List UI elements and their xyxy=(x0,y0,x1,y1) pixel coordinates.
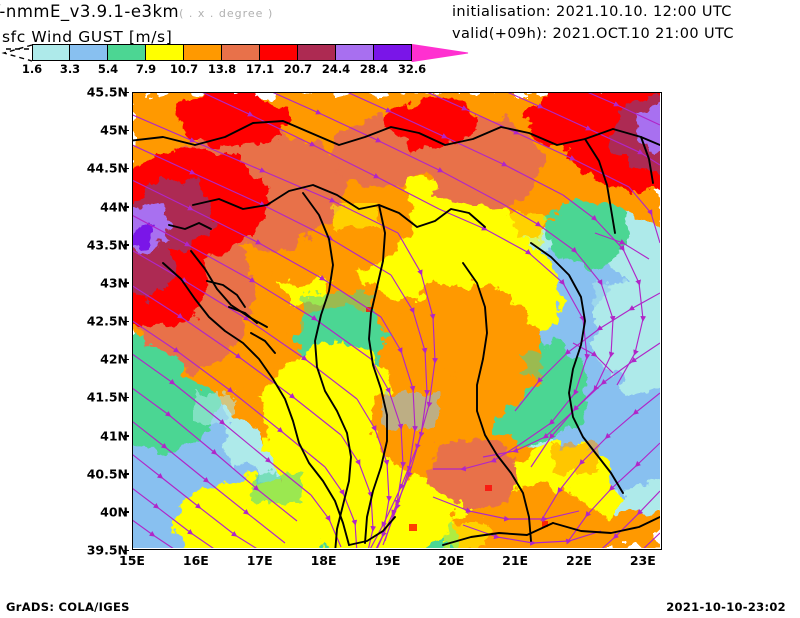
colorbar-over-arrow-icon xyxy=(411,43,469,63)
x-tick-16E: 16E xyxy=(182,553,209,568)
colorbar-tick-28.4: 28.4 xyxy=(359,62,389,76)
y-tick-42.5N: 42.5N xyxy=(86,313,128,329)
gust-field-svg xyxy=(133,93,660,548)
x-tick-17E: 17E xyxy=(246,553,273,568)
colorbar-block-9 xyxy=(374,44,412,61)
y-tick-44.5N: 44.5N xyxy=(86,160,128,176)
y-tick-45.5N: 45.5N xyxy=(86,84,128,100)
colorbar-block-6 xyxy=(260,44,298,61)
y-tickmark xyxy=(124,206,129,208)
x-tick-20E: 20E xyxy=(438,553,465,568)
colorbar-block-7 xyxy=(298,44,336,61)
x-tick-19E: 19E xyxy=(374,553,401,568)
colorbar-block-0 xyxy=(32,44,70,61)
y-tickmark xyxy=(124,282,129,284)
y-tickmark xyxy=(124,396,129,399)
x-tick-15E: 15E xyxy=(119,553,145,568)
y-tick-41N: 41N xyxy=(100,428,128,443)
y-tick-40.5N: 40.5N xyxy=(86,466,128,482)
valid-time: valid(+09h): 2021.OCT.10 21:00 UTC xyxy=(452,26,734,42)
footer-timestamp: 2021-10-10-23:02 xyxy=(666,600,786,614)
weather-map-plot[interactable] xyxy=(132,92,662,550)
y-tickmark xyxy=(124,549,129,551)
variable-title: sfc Wind GUST [m/s] xyxy=(2,28,173,46)
y-tickmark xyxy=(124,435,129,437)
model-title-text: f-nmmE_v3.9.1-e3km xyxy=(0,2,180,21)
y-tickmark xyxy=(124,320,129,322)
colorbar-tick-13.8: 13.8 xyxy=(207,62,237,76)
colorbar-under-triangle-icon xyxy=(1,44,33,62)
x-tick-18E: 18E xyxy=(310,553,337,568)
y-tick-40N: 40N xyxy=(100,504,128,520)
colorbar-tick-17.1: 17.1 xyxy=(245,62,275,76)
colorbar-block-1 xyxy=(70,44,108,61)
colorbar-tick-24.4: 24.4 xyxy=(321,62,351,76)
y-tickmark xyxy=(124,244,129,246)
y-tickmark xyxy=(124,473,129,475)
y-tick-39.5N: 39.5N xyxy=(86,542,128,558)
colorbar-tick-5.4: 5.4 xyxy=(97,62,119,76)
x-tick-21E: 21E xyxy=(502,553,529,568)
y-tickmark xyxy=(124,511,129,513)
footer-attribution: GrADS: COLA/IGES xyxy=(6,600,130,614)
y-tickmark xyxy=(124,91,129,93)
colorbar-legend: 1.6 3.3 5.4 7.9 10.7 13.8 17.1 20.7 24.4 28.4 32.6 xyxy=(0,42,470,76)
y-axis-labels: 45.5N 45N 44.5N 44N 43.5N 43N 42.5N 42N 41.5N 41N… xyxy=(60,85,129,558)
y-tick-44N: 44N xyxy=(100,199,128,214)
colorbar-tick-1.6: 1.6 xyxy=(21,62,43,76)
colorbar-frame xyxy=(32,44,412,61)
colorbar-block-8 xyxy=(336,44,374,61)
colorbar-tick-7.9: 7.9 xyxy=(135,62,157,76)
colorbar-block-5 xyxy=(222,44,260,61)
y-tickmark xyxy=(124,358,129,361)
colorbar-block-4 xyxy=(184,44,222,61)
model-title-units: ( . x . degree ) xyxy=(179,7,274,20)
colorbar-tick-20.7: 20.7 xyxy=(283,62,313,76)
y-tick-43N: 43N xyxy=(100,275,128,291)
colorbar-tick-3.3: 3.3 xyxy=(59,62,81,76)
y-tick-45N: 45N xyxy=(100,122,128,138)
colorbar-tick-10.7: 10.7 xyxy=(169,62,199,76)
colorbar-end-caps xyxy=(1,43,469,63)
colorbar-tick-labels: 1.6 3.3 5.4 7.9 10.7 13.8 17.1 20.7 24.4 28.4 32.6 xyxy=(0,62,470,76)
colorbar-block-3 xyxy=(146,44,184,61)
colorbar-blocks xyxy=(32,44,412,61)
colorbar-tick-32.6: 32.6 xyxy=(397,62,427,76)
y-tick-42N: 42N xyxy=(100,351,128,367)
model-title: f-nmmE_v3.9.1-e3km( . x . degree ) xyxy=(0,2,273,21)
y-tick-43.5N: 43.5N xyxy=(86,237,128,253)
y-tickmark xyxy=(124,167,129,170)
x-tick-22E: 22E xyxy=(566,553,592,568)
x-axis-labels: 15E 16E 17E 18E 19E 20E 21E 22E 23E xyxy=(119,553,662,571)
y-tickmark xyxy=(124,129,129,132)
y-tick-41.5N: 41.5N xyxy=(86,389,128,405)
colorbar-block-2 xyxy=(108,44,146,61)
x-tick-23E: 23E xyxy=(629,553,656,568)
initialisation-time: initialisation: 2021.10.10. 12:00 UTC xyxy=(452,4,732,20)
